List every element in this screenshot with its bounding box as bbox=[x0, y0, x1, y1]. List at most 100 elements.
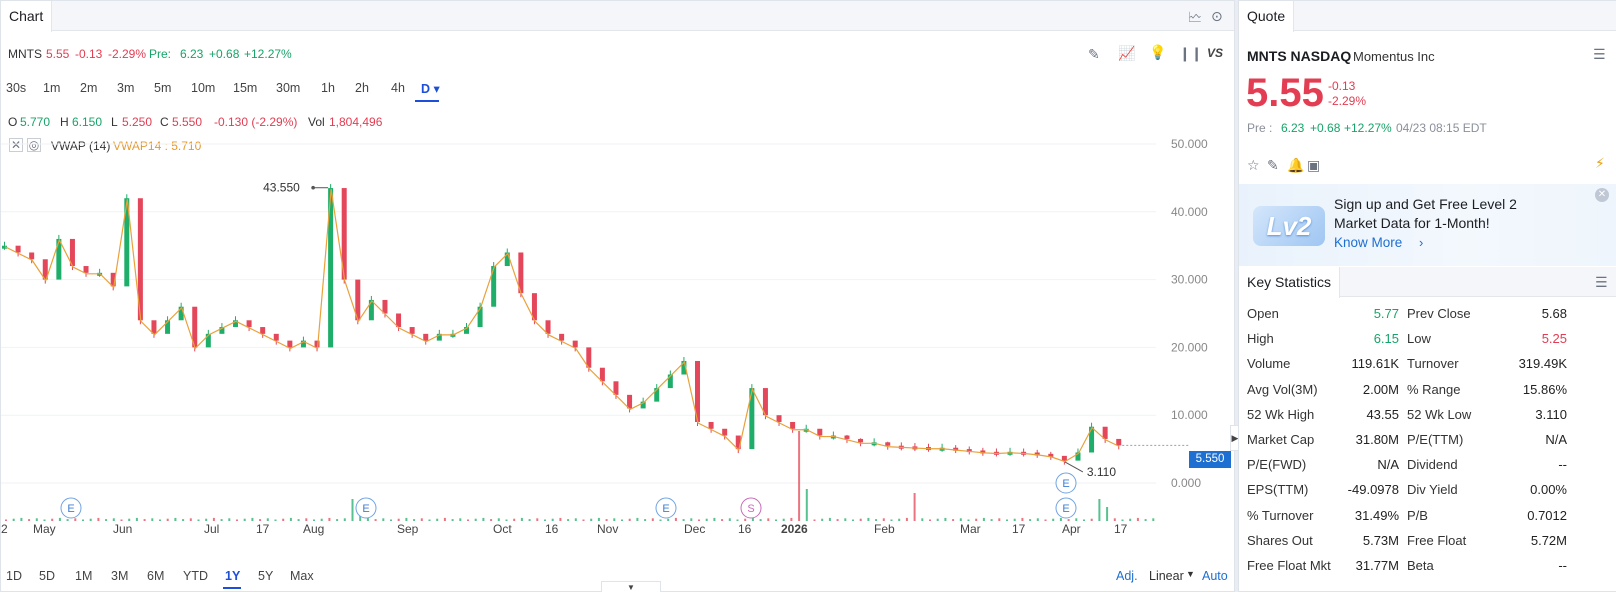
volume-bar bbox=[520, 517, 523, 521]
settings-icon[interactable]: ⊙ bbox=[1211, 8, 1223, 24]
edit-icon[interactable]: ✎ bbox=[1267, 157, 1279, 173]
volume-bar bbox=[1098, 499, 1101, 521]
interval-10m[interactable]: 10m bbox=[191, 81, 216, 95]
volume-bar bbox=[212, 517, 215, 521]
volume-bar bbox=[867, 517, 870, 521]
volume-bar bbox=[74, 518, 77, 521]
chart-symbol: MNTS bbox=[8, 47, 42, 61]
ad-know-more-link[interactable]: Know More bbox=[1334, 235, 1403, 250]
range-YTD[interactable]: YTD bbox=[183, 569, 208, 583]
interval-30m[interactable]: 30m bbox=[276, 81, 301, 95]
event-marker-label: E bbox=[662, 503, 669, 515]
x-tick-label: 16 bbox=[738, 522, 752, 536]
candle-icon[interactable]: ❙❙ bbox=[1179, 45, 1203, 61]
x-tick-label: Jun bbox=[113, 522, 132, 536]
range-5D[interactable]: 5D bbox=[39, 569, 55, 583]
range-1D[interactable]: 1D bbox=[6, 569, 22, 583]
range-Max[interactable]: Max bbox=[290, 569, 314, 583]
volume-bar bbox=[120, 519, 123, 521]
bell-icon[interactable]: 🔔 bbox=[1287, 157, 1305, 173]
adj-toggle[interactable]: Adj. bbox=[1116, 569, 1138, 583]
close-indicator-icon[interactable]: ✕ bbox=[9, 138, 23, 152]
lightning-icon[interactable]: ⚡ bbox=[1595, 155, 1605, 171]
tab-quote[interactable]: Quote bbox=[1239, 1, 1295, 32]
bulb-icon[interactable]: 💡 bbox=[1149, 44, 1167, 60]
interval-D[interactable]: D ▾ bbox=[421, 82, 440, 96]
range-1Y[interactable]: 1Y bbox=[225, 569, 241, 583]
indicator-settings-icon[interactable]: ◎ bbox=[27, 138, 41, 152]
auto-toggle[interactable]: Auto bbox=[1202, 569, 1228, 583]
stat-label: Div Yield bbox=[1407, 482, 1458, 498]
interval-3m[interactable]: 3m bbox=[117, 81, 135, 95]
x-tick-label: May bbox=[33, 522, 56, 536]
x-tick-label: Aug bbox=[303, 522, 324, 536]
volume-bar bbox=[674, 517, 677, 521]
interval-15m[interactable]: 15m bbox=[233, 81, 258, 95]
chart-pre-change-pct: +12.27% bbox=[244, 47, 292, 61]
stat-value: 5.68 bbox=[1541, 306, 1567, 321]
interval-1m[interactable]: 1m bbox=[43, 81, 61, 95]
x-tick-label: Dec bbox=[684, 522, 705, 536]
x-tick-label: Oct bbox=[493, 522, 512, 536]
volume-bar bbox=[97, 517, 100, 521]
trade-icon[interactable]: ▣ bbox=[1307, 157, 1321, 173]
volume-bar bbox=[621, 519, 623, 521]
price-candle bbox=[137, 198, 143, 321]
volume-bar bbox=[505, 519, 508, 521]
interval-4h[interactable]: 4h bbox=[391, 81, 405, 95]
stat-value: -49.0978 bbox=[1347, 482, 1399, 498]
tab-key-statistics[interactable]: Key Statistics bbox=[1239, 267, 1341, 298]
close-ad-icon[interactable]: ✕ bbox=[1595, 188, 1609, 202]
range-5Y[interactable]: 5Y bbox=[258, 569, 274, 583]
scale-select[interactable]: Linear bbox=[1149, 569, 1184, 583]
chart-type-icon[interactable]: 🗠 bbox=[1188, 9, 1203, 25]
interval-2h[interactable]: 2h bbox=[355, 81, 369, 95]
volume-bar bbox=[143, 519, 146, 521]
interval-1h[interactable]: 1h bbox=[321, 81, 335, 95]
compare-button[interactable]: VS bbox=[1207, 46, 1224, 60]
expand-handle-icon[interactable]: ▼ bbox=[601, 581, 661, 592]
range-1M[interactable]: 1M bbox=[75, 569, 93, 583]
ad-line2: Market Data for 1-Month! bbox=[1334, 215, 1490, 231]
volume-bar bbox=[613, 518, 616, 521]
volume-bar bbox=[135, 517, 138, 521]
star-icon[interactable]: ☆ bbox=[1247, 157, 1260, 173]
stat-label: Low bbox=[1407, 331, 1431, 347]
volume-bar bbox=[567, 519, 570, 521]
volume-bar bbox=[405, 517, 408, 521]
volume-bar bbox=[1090, 518, 1093, 521]
range-3M[interactable]: 3M bbox=[111, 569, 129, 583]
filter-icon[interactable]: ☰ bbox=[1593, 46, 1606, 62]
volume-bar bbox=[166, 518, 169, 521]
price-candle bbox=[355, 279, 361, 321]
high-annotation-dot bbox=[311, 185, 315, 190]
stat-value: 5.77 bbox=[1373, 306, 1399, 321]
interval-selected-underline bbox=[415, 100, 439, 102]
volume-bar bbox=[813, 519, 816, 521]
range-6M[interactable]: 6M bbox=[147, 569, 165, 583]
chevron-right-icon[interactable]: › bbox=[1419, 235, 1424, 250]
stat-label: P/E(TTM) bbox=[1407, 432, 1464, 447]
ohlc-low: 5.250 bbox=[122, 115, 153, 129]
indicator-icon[interactable]: 📈 bbox=[1118, 45, 1136, 61]
level2-ad[interactable]: Lv2 Sign up and Get Free Level 2 Market … bbox=[1239, 184, 1616, 266]
volume-bar bbox=[82, 519, 84, 521]
interval-5m[interactable]: 5m bbox=[154, 81, 172, 95]
event-marker-label: S bbox=[747, 503, 754, 515]
volume-bar bbox=[28, 519, 31, 521]
stat-value: 119.61K bbox=[1351, 356, 1399, 372]
list-icon[interactable]: ☰ bbox=[1595, 274, 1608, 290]
price-candle bbox=[477, 306, 483, 328]
volume-bar bbox=[467, 519, 469, 521]
pencil-icon[interactable]: ✎ bbox=[1088, 46, 1100, 62]
event-marker-label: E bbox=[362, 503, 369, 515]
stat-label: Dividend bbox=[1407, 457, 1458, 473]
price-chart[interactable]: 50.000 40.000 30.000 20.000 10.000 0.000 43.55… bbox=[1, 136, 1234, 546]
scale-caret-icon[interactable]: ▼ bbox=[1186, 569, 1195, 579]
tab-chart[interactable]: Chart bbox=[1, 1, 53, 32]
interval-30s[interactable]: 30s bbox=[6, 81, 27, 95]
volume-bar bbox=[390, 519, 392, 521]
interval-2m[interactable]: 2m bbox=[80, 81, 98, 95]
volume-bar bbox=[58, 517, 61, 521]
volume-bar bbox=[705, 518, 708, 521]
